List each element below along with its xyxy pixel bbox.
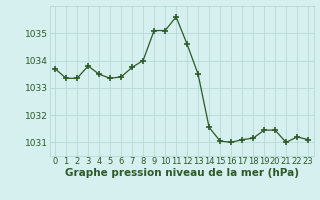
X-axis label: Graphe pression niveau de la mer (hPa): Graphe pression niveau de la mer (hPa) xyxy=(65,168,299,178)
